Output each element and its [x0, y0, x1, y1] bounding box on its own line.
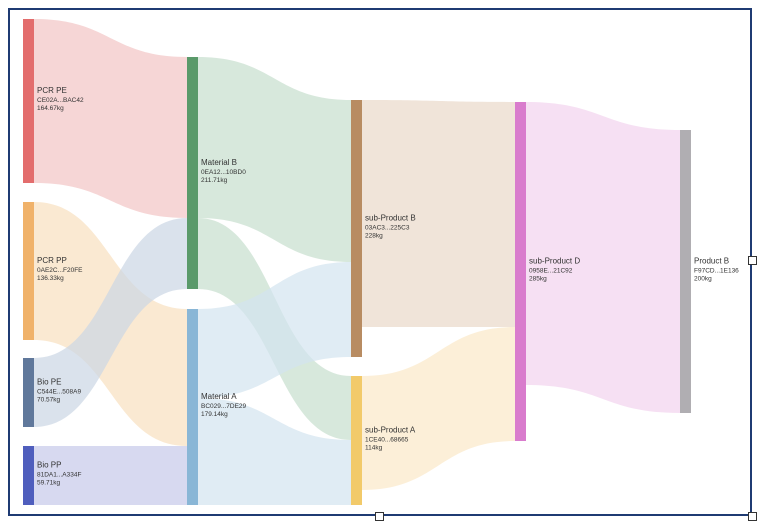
sankey-link-sub-b-to-sub-d[interactable] — [362, 100, 515, 327]
node-code-label: 1CE40...68665 — [365, 437, 409, 444]
sankey-node-sub-b[interactable] — [351, 100, 362, 357]
node-weight-label: 179.14kg — [201, 411, 228, 418]
node-weight-label: 59.71kg — [37, 480, 61, 487]
sankey-node-bio-pe[interactable] — [23, 358, 34, 427]
sankey-node-mat-a[interactable] — [187, 309, 198, 505]
node-code-label: C544E...508A9 — [37, 389, 81, 396]
node-code-label: 03AC3...225C3 — [365, 225, 410, 232]
node-weight-label: 211.71kg — [201, 177, 228, 184]
sankey-node-pcr-pp[interactable] — [23, 202, 34, 340]
sankey-node-bio-pp[interactable] — [23, 446, 34, 505]
resize-handle-right[interactable] — [748, 256, 757, 265]
node-name-label: Product B — [694, 257, 729, 266]
node-weight-label: 200kg — [694, 276, 712, 283]
node-name-label: Material A — [201, 392, 237, 401]
sankey-link-pcr-pe-to-mat-b[interactable] — [34, 19, 187, 218]
node-name-label: PCR PE — [37, 86, 67, 95]
node-code-label: BC029...7DE29 — [201, 403, 247, 410]
sankey-node-sub-a[interactable] — [351, 376, 362, 505]
node-name-label: Bio PE — [37, 378, 61, 387]
node-code-label: F97CD...1E136 — [694, 268, 739, 275]
sankey-link-mat-a-to-sub-a[interactable] — [198, 398, 351, 505]
sankey-link-bio-pp-to-mat-a[interactable] — [34, 446, 187, 505]
node-code-label: 81DA1...A334F — [37, 472, 81, 479]
sankey-node-sub-d[interactable] — [515, 102, 526, 441]
node-name-label: Bio PP — [37, 461, 61, 470]
node-weight-label: 228kg — [365, 233, 383, 240]
node-name-label: sub-Product B — [365, 214, 416, 223]
node-name-label: PCR PP — [37, 256, 67, 265]
sankey-node-pcr-pe[interactable] — [23, 19, 34, 183]
sankey-link-sub-a-to-sub-d[interactable] — [362, 327, 515, 490]
node-weight-label: 164.67kg — [37, 105, 64, 112]
sankey-node-prod-b[interactable] — [680, 130, 691, 413]
node-code-label: 0EA12...10BD0 — [201, 169, 246, 176]
sankey-links — [34, 19, 680, 505]
sankey-link-mat-b-to-sub-b[interactable] — [198, 57, 351, 262]
resize-handle-corner[interactable] — [748, 512, 757, 521]
sankey-link-bio-pe-to-mat-b[interactable] — [34, 218, 187, 427]
node-name-label: sub-Product A — [365, 426, 416, 435]
node-name-label: sub-Product D — [529, 257, 580, 266]
node-weight-label: 285kg — [529, 276, 547, 283]
node-code-label: 0AE2C...F20FE — [37, 267, 83, 274]
node-code-label: 0958E...21C92 — [529, 268, 573, 275]
node-code-label: CE02A...BAC42 — [37, 97, 84, 104]
node-name-label: Material B — [201, 158, 237, 167]
sankey-node-mat-b[interactable] — [187, 57, 198, 289]
node-weight-label: 114kg — [365, 445, 383, 452]
node-weight-label: 136.33kg — [37, 275, 64, 282]
sankey-link-sub-d-to-prod-b[interactable] — [526, 102, 680, 413]
node-weight-label: 70.57kg — [37, 397, 61, 404]
resize-handle-bottom[interactable] — [375, 512, 384, 521]
sankey-nodes — [23, 19, 691, 505]
sankey-link-mat-a-to-sub-b[interactable] — [198, 262, 351, 398]
